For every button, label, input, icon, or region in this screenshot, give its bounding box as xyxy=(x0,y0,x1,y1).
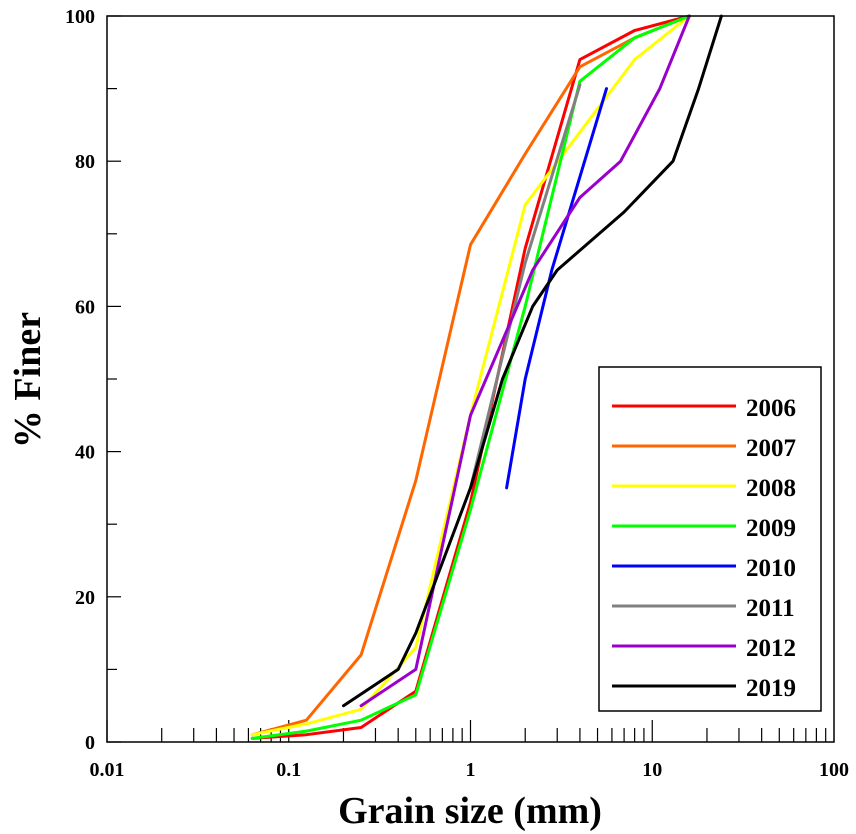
legend-label-2010: 2010 xyxy=(746,555,796,582)
x-tick-label: 0.01 xyxy=(90,759,125,781)
series-line-2011 xyxy=(469,83,582,490)
legend-box xyxy=(598,366,822,712)
x-axis-title: Grain size (mm) xyxy=(338,790,602,832)
y-tick-label: 20 xyxy=(75,587,95,609)
y-tick-label: 100 xyxy=(65,6,95,28)
y-tick-label: 80 xyxy=(75,151,95,173)
y-tick-label: 0 xyxy=(85,732,95,754)
y-tick-label: 40 xyxy=(75,442,95,464)
y-axis-title: % Finer xyxy=(7,312,49,448)
y-tick-label: 60 xyxy=(75,296,95,318)
x-tick-labels: 0.01 0.1 1 10 100 xyxy=(90,759,850,781)
x-tick-label: 100 xyxy=(819,759,849,781)
series-line-2019 xyxy=(342,14,723,708)
legend-label-2019: 2019 xyxy=(746,675,796,702)
legend: 2006 2007 2008 2009 2010 2011 2012 2019 xyxy=(598,366,822,712)
legend-label-2011: 2011 xyxy=(746,595,795,622)
series-layer xyxy=(250,14,723,740)
x-tick-label: 1 xyxy=(466,759,476,781)
x-tick-label: 10 xyxy=(642,759,662,781)
legend-label-2008: 2008 xyxy=(746,475,796,502)
y-tick-labels: 0 20 40 60 80 100 xyxy=(65,6,95,754)
legend-label-2012: 2012 xyxy=(746,635,796,662)
x-tick-label: 0.1 xyxy=(276,759,301,781)
legend-label-2007: 2007 xyxy=(746,435,796,462)
series-line-2006 xyxy=(250,14,691,740)
series-line-2012 xyxy=(359,14,691,708)
legend-label-2009: 2009 xyxy=(746,515,796,542)
series-line-2009 xyxy=(250,14,691,740)
series-line-2010 xyxy=(505,87,608,490)
plot-frame xyxy=(106,15,835,743)
series-line-2007 xyxy=(250,14,691,737)
legend-label-2006: 2006 xyxy=(746,395,796,422)
